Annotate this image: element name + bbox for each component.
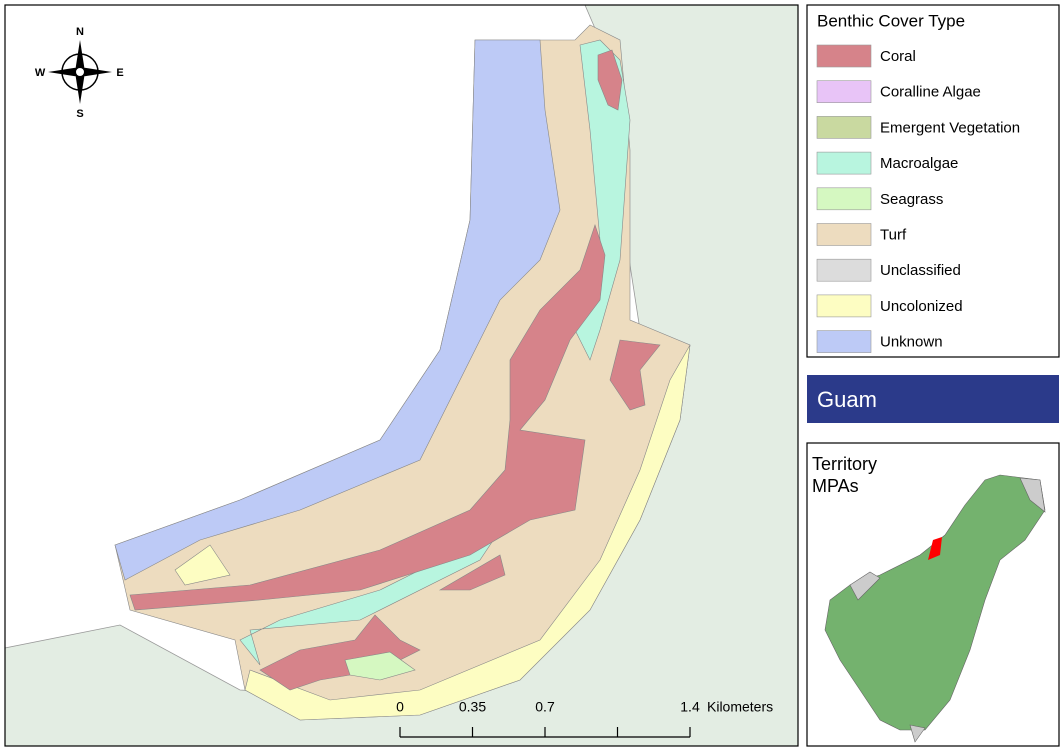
legend-swatch xyxy=(816,294,872,318)
legend-label: Uncolonized xyxy=(880,298,963,315)
legend-swatch xyxy=(816,116,872,139)
compass-w: W xyxy=(35,67,46,79)
coral-area xyxy=(597,49,623,111)
banner: Guam xyxy=(807,375,1059,423)
legend-label: Turf xyxy=(880,226,907,243)
uncolonized-area xyxy=(244,344,691,721)
legend-swatch xyxy=(816,330,872,353)
legend-label: Emergent Vegetation xyxy=(880,119,1020,136)
inset-title-line: Territory xyxy=(812,454,877,474)
coral-area xyxy=(438,554,506,591)
legend-title: Benthic Cover Type xyxy=(817,11,965,30)
legend-label: Unknown xyxy=(880,334,943,351)
scale-label: 0.35 xyxy=(459,699,486,715)
banner-bg xyxy=(807,375,1059,423)
main-map: N S E W 0 0.35 0.7 1.4 Kilometers xyxy=(4,4,799,747)
compass-e: E xyxy=(116,67,123,79)
compass-star xyxy=(48,40,112,104)
legend: Benthic Cover Type Coral Coralline Algae E… xyxy=(806,4,1060,358)
legend-swatch xyxy=(816,223,872,246)
scale-label: 0 xyxy=(396,699,404,715)
legend-label: Coral xyxy=(880,48,916,65)
legend-swatch xyxy=(816,44,872,68)
compass-s: S xyxy=(76,108,83,120)
inset-mpa-other xyxy=(849,477,1046,743)
inset-title: Territory MPAs xyxy=(812,454,877,496)
legend-label: Unclassified xyxy=(880,262,961,279)
legend-swatch xyxy=(816,258,872,282)
legend-label: Coralline Algae xyxy=(880,84,981,101)
inset-mpa-highlight xyxy=(928,537,942,560)
map-frame xyxy=(4,4,799,747)
legend-swatch xyxy=(816,151,872,175)
scale-unit: Kilometers xyxy=(707,699,773,715)
legend-swatch xyxy=(816,187,872,211)
coral-area xyxy=(259,614,421,691)
compass: N S E W xyxy=(35,26,124,120)
scale-bar: 0 0.35 0.7 1.4 Kilometers xyxy=(396,699,773,738)
coral-area xyxy=(129,224,606,611)
compass-center xyxy=(74,66,86,78)
legend-swatch xyxy=(816,80,872,103)
seagrass-area xyxy=(344,651,416,681)
coral-area xyxy=(609,339,661,411)
scale-label: 0.7 xyxy=(535,699,555,715)
legend-label: Seagrass xyxy=(880,191,943,208)
banner-title: Guam xyxy=(817,387,877,412)
legend-label: Macroalgae xyxy=(880,155,958,172)
scale-label: 1.4 xyxy=(680,699,700,715)
compass-n: N xyxy=(76,26,84,38)
unknown-area xyxy=(114,39,561,581)
inset-map: Territory MPAs xyxy=(806,442,1060,747)
inset-title-line: MPAs xyxy=(812,476,859,496)
uncolonized-area xyxy=(174,544,231,586)
